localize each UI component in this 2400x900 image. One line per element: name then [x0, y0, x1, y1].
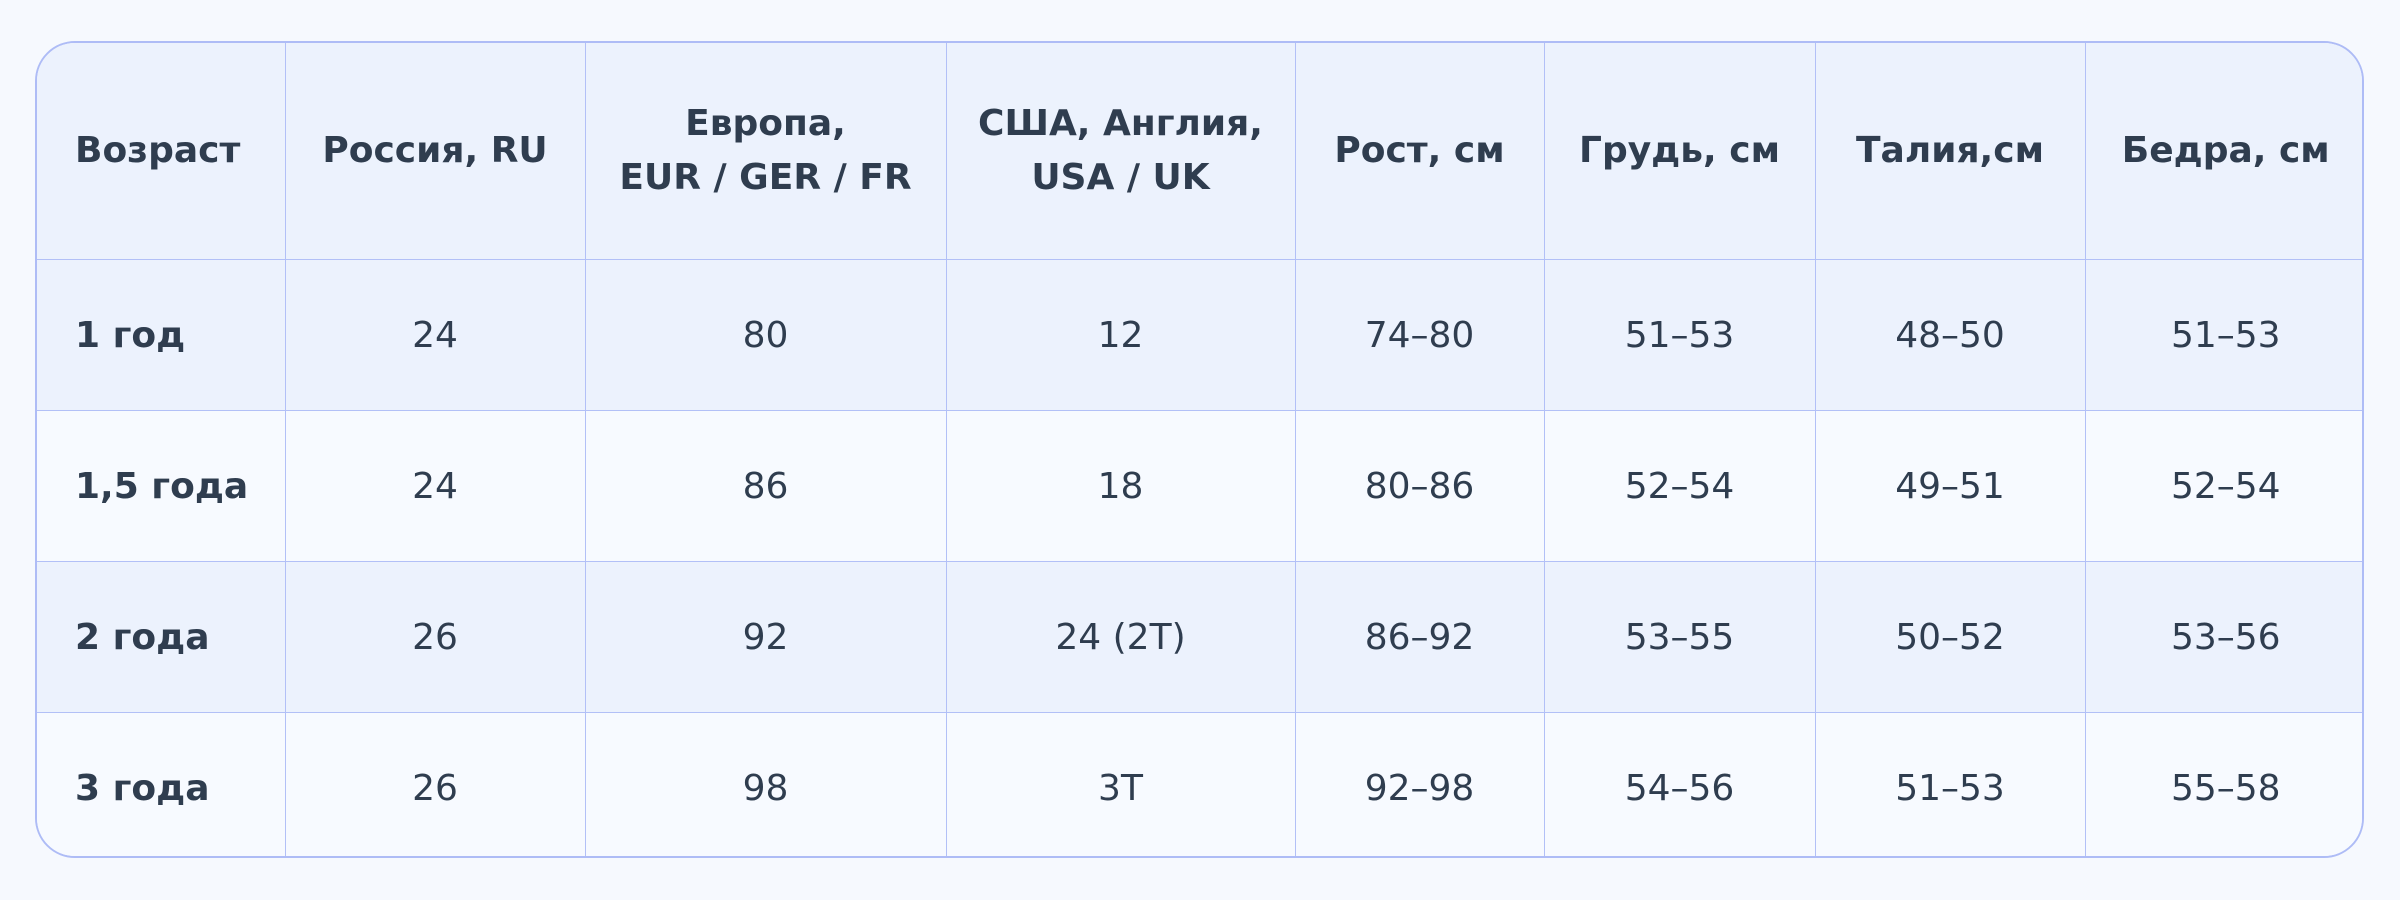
table-cell: 80–86	[1294, 410, 1545, 562]
header-usa-uk: США, Англия, USA / UK	[945, 43, 1296, 260]
header-hips: Бедра, см	[2084, 43, 2362, 260]
age-cell: 2 года	[37, 561, 286, 713]
header-line: США, Англия,	[978, 103, 1263, 144]
table-cell: 53–56	[2084, 561, 2362, 713]
table-cell: 92	[584, 561, 947, 713]
table-cell: 48–50	[1814, 259, 2086, 411]
table-cell: 52–54	[2084, 410, 2362, 562]
table-cell: 80	[584, 259, 947, 411]
table-cell: 49–51	[1814, 410, 2086, 562]
header-line: USA / UK	[1031, 157, 1210, 198]
table-cell: 24	[284, 259, 586, 411]
table-cell: 3T	[945, 712, 1296, 856]
table-cell: 18	[945, 410, 1296, 562]
header-age: Возраст	[37, 43, 286, 260]
header-chest: Грудь, см	[1543, 43, 1816, 260]
table-cell: 12	[945, 259, 1296, 411]
header-line: Европа,	[685, 103, 846, 144]
header-russia: Россия, RU	[284, 43, 586, 260]
header-line: Талия,см	[1856, 130, 2044, 171]
header-line: Бедра, см	[2121, 130, 2330, 171]
table-cell: 51–53	[1543, 259, 1816, 411]
table-cell: 86	[584, 410, 947, 562]
table-cell: 50–52	[1814, 561, 2086, 713]
table-cell: 54–56	[1543, 712, 1816, 856]
table-cell: 55–58	[2084, 712, 2362, 856]
table-cell: 74–80	[1294, 259, 1545, 411]
age-cell: 3 года	[37, 712, 286, 856]
header-line: Рост, см	[1334, 130, 1505, 171]
table-cell: 86–92	[1294, 561, 1545, 713]
table-cell: 51–53	[2084, 259, 2362, 411]
header-row: Возраст Россия, RU Европа, EUR / GER / FR…	[37, 43, 2362, 260]
table-cell: 92–98	[1294, 712, 1545, 856]
table-cell: 24 (2T)	[945, 561, 1296, 713]
table-row: 1 год 24 80 12 74–80 51–53 48–50 51–53	[37, 259, 2362, 411]
header-line: Возраст	[75, 130, 241, 171]
table-cell: 53–55	[1543, 561, 1816, 713]
header-line: Россия, RU	[322, 130, 548, 171]
age-cell: 1 год	[37, 259, 286, 411]
table-cell: 51–53	[1814, 712, 2086, 856]
table-cell: 26	[284, 712, 586, 856]
age-cell: 1,5 года	[37, 410, 286, 562]
header-height: Рост, см	[1294, 43, 1545, 260]
header-line: Грудь, см	[1579, 130, 1780, 171]
size-chart-table: Возраст Россия, RU Европа, EUR / GER / FR…	[35, 41, 2364, 858]
header-line: EUR / GER / FR	[619, 157, 912, 198]
table-cell: 26	[284, 561, 586, 713]
header-europe: Европа, EUR / GER / FR	[584, 43, 947, 260]
table-cell: 52–54	[1543, 410, 1816, 562]
header-waist: Талия,см	[1814, 43, 2086, 260]
table-row: 3 года 26 98 3T 92–98 54–56 51–53 55–58	[37, 712, 2362, 856]
table-row: 1,5 года 24 86 18 80–86 52–54 49–51 52–54	[37, 410, 2362, 562]
table-cell: 24	[284, 410, 586, 562]
table-row: 2 года 26 92 24 (2T) 86–92 53–55 50–52 53–56	[37, 561, 2362, 713]
table-cell: 98	[584, 712, 947, 856]
